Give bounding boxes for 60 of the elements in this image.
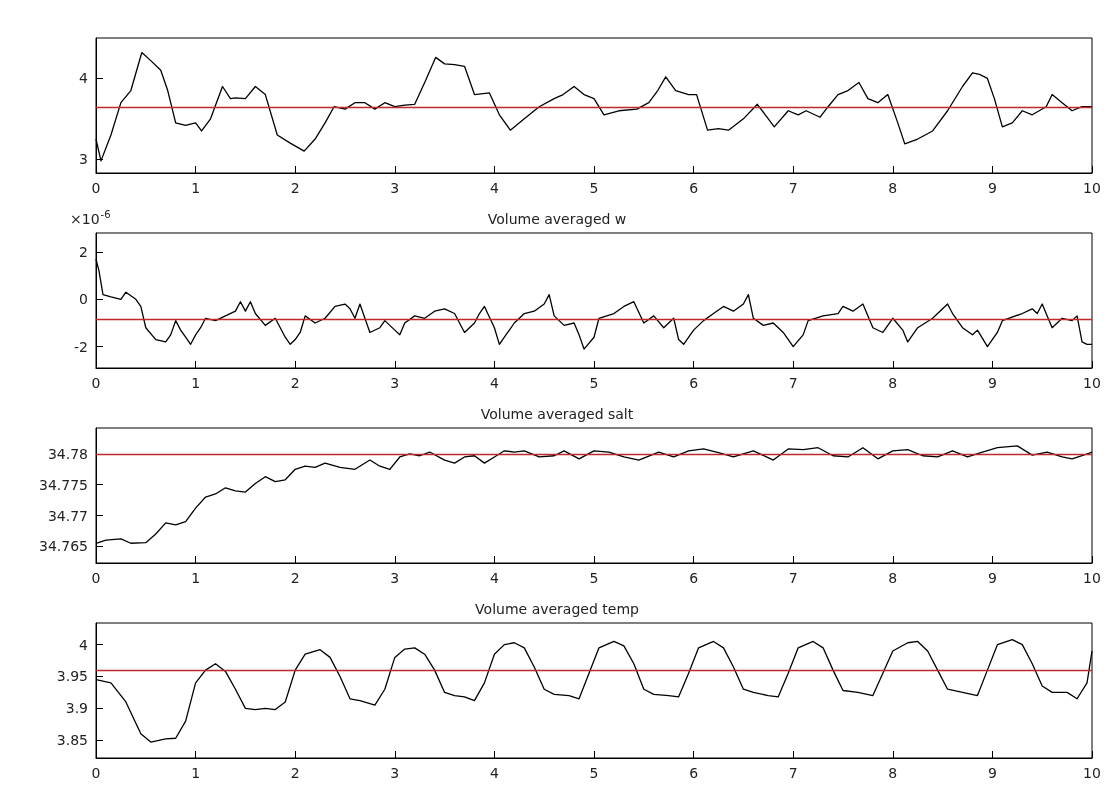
x-tick-label: 2: [290, 765, 300, 781]
y-tick-label: 34.78: [47, 445, 88, 462]
y-tick-label: 3.9: [65, 700, 88, 717]
x-tick-label: 10: [1083, 765, 1101, 781]
y-tick-label: 3.95: [56, 668, 88, 685]
y-tick-label: 2: [79, 243, 88, 260]
y-tick-label: -2: [74, 338, 88, 355]
x-tick-label: 0: [91, 765, 101, 781]
x-tick-label: 8: [888, 765, 898, 781]
x-tick-label: 8: [888, 375, 898, 391]
y-tick-label: 0: [79, 291, 88, 308]
x-tick-label: 5: [589, 180, 599, 196]
x-tick-label: 5: [589, 570, 599, 586]
x-tick-label: 1: [191, 375, 201, 391]
x-tick-label: 4: [489, 765, 499, 781]
x-tick-label: 9: [987, 375, 997, 391]
y-tick-label: 3.85: [56, 732, 88, 749]
x-tick-label: 0: [91, 375, 101, 391]
chart-title: Volume averaged temp: [475, 601, 640, 617]
x-tick-label: 0: [91, 180, 101, 196]
x-tick-label: 6: [689, 765, 699, 781]
x-tick-label: 4: [489, 375, 499, 391]
x-tick-label: 9: [987, 765, 997, 781]
x-tick-label: 2: [290, 375, 300, 391]
x-tick-label: 2: [290, 180, 300, 196]
y-tick-label: 34.775: [39, 476, 88, 493]
x-tick-label: 10: [1083, 180, 1101, 196]
x-tick-label: 9: [987, 570, 997, 586]
y-tick-label: 34.765: [39, 538, 88, 555]
x-tick-label: 0: [91, 570, 101, 586]
x-tick-label: 3: [390, 180, 400, 196]
x-tick-label: 3: [390, 375, 400, 391]
x-tick-label: 1: [191, 765, 201, 781]
x-tick-label: 9: [987, 180, 997, 196]
x-tick-label: 5: [589, 765, 599, 781]
y-tick-label: 34.77: [47, 507, 88, 524]
x-tick-label: 3: [390, 570, 400, 586]
x-tick-label: 7: [788, 765, 798, 781]
x-tick-label: 8: [888, 180, 898, 196]
x-tick-label: 1: [191, 180, 201, 196]
chart-title: Volume averaged w: [487, 211, 627, 227]
x-tick-label: 5: [589, 375, 599, 391]
y-tick-label: 4: [79, 636, 89, 653]
x-tick-label: 4: [489, 180, 499, 196]
x-tick-label: 8: [888, 570, 898, 586]
chart-title: Volume averaged salt: [480, 406, 634, 422]
x-tick-label: 10: [1083, 570, 1101, 586]
x-tick-label: 6: [689, 375, 699, 391]
y-tick-label: 4: [79, 70, 89, 87]
x-tick-label: 7: [788, 375, 798, 391]
x-tick-label: 1: [191, 570, 201, 586]
y-tick-label: 3: [79, 151, 88, 168]
x-tick-label: 10: [1083, 375, 1101, 391]
x-tick-label: 6: [689, 570, 699, 586]
x-tick-label: 7: [788, 570, 798, 586]
x-tick-label: 2: [290, 570, 300, 586]
x-tick-label: 3: [390, 765, 400, 781]
x-tick-label: 7: [788, 180, 798, 196]
x-tick-label: 4: [489, 570, 499, 586]
x-tick-label: 6: [689, 180, 699, 196]
